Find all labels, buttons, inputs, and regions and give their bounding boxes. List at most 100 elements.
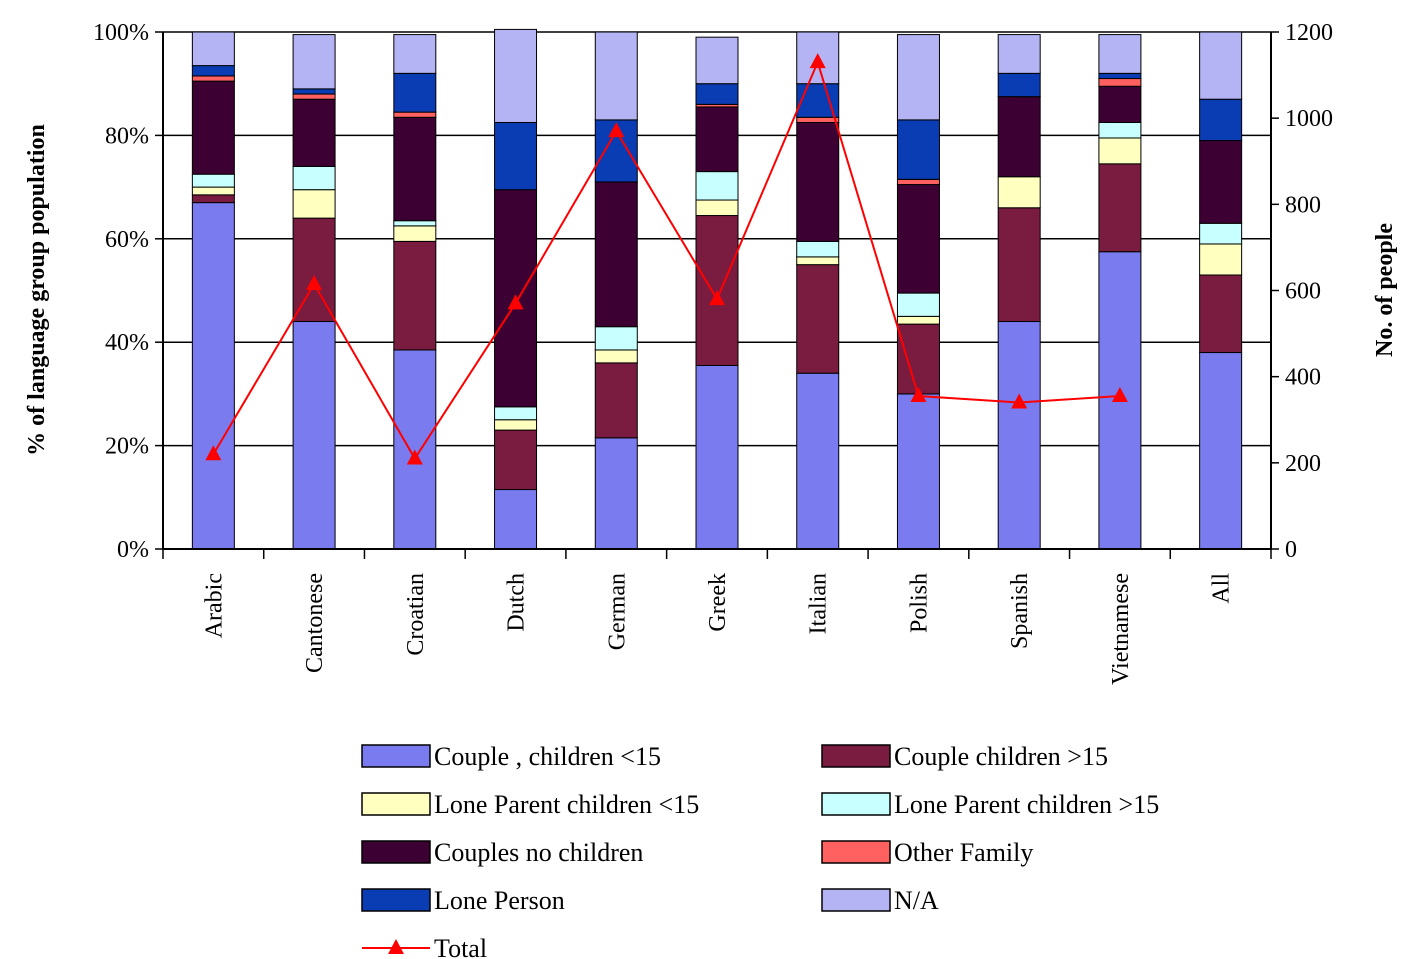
bar-segment xyxy=(796,121,840,242)
legend-label: Couple children >15 xyxy=(894,742,1108,771)
bar-segment xyxy=(896,323,940,395)
total-marker xyxy=(910,387,927,403)
bar-segment xyxy=(695,83,739,105)
bar-segment xyxy=(393,240,437,351)
bar-segment xyxy=(1199,274,1243,354)
bar-segment xyxy=(494,121,538,191)
bar-segment xyxy=(191,194,235,204)
x-tick-label: German xyxy=(604,573,630,650)
bar-segment xyxy=(191,202,235,550)
total-marker xyxy=(205,445,222,461)
x-tick-label: Spanish xyxy=(1007,573,1033,649)
legend-line-marker xyxy=(388,939,404,954)
y2-tick-label: 1200 xyxy=(1285,20,1333,46)
bar-segment xyxy=(997,34,1041,74)
legend-swatch xyxy=(361,744,431,768)
bar-segment xyxy=(393,349,437,550)
bar-segment xyxy=(1199,352,1243,550)
y2-tick-label: 0 xyxy=(1285,537,1297,563)
legend: Couple , children <15 Couple children >15… xyxy=(361,742,1159,959)
bar-segment xyxy=(695,364,739,550)
bar-segment xyxy=(1098,34,1142,74)
total-marker xyxy=(709,290,725,306)
x-tick-label: Croatian xyxy=(403,573,429,656)
bar-segment xyxy=(796,256,840,266)
y-tick-label: 20% xyxy=(105,434,149,460)
y-tick-label: 100% xyxy=(93,20,149,46)
bar-segment xyxy=(494,406,538,421)
bar-segment xyxy=(796,264,840,374)
bar-segment xyxy=(1098,137,1142,165)
y-tick-label: 60% xyxy=(105,227,149,253)
bar-segment xyxy=(796,372,840,550)
bar-segment xyxy=(1098,72,1142,80)
bars xyxy=(191,28,1243,550)
bar-segment xyxy=(292,165,336,191)
bar-segment xyxy=(1098,163,1142,253)
total-line-path xyxy=(212,59,1120,461)
bar-segment xyxy=(292,34,336,90)
bar-segment xyxy=(1199,222,1243,245)
y2-tick-label: 1000 xyxy=(1285,106,1333,132)
y-tick-label: 0% xyxy=(117,537,149,563)
legend-label: Lone Person xyxy=(434,886,565,915)
x-tick-label: Polish xyxy=(906,573,932,633)
bar-segment xyxy=(1199,31,1243,100)
legend-label: Lone Parent children <15 xyxy=(434,790,699,819)
bar-segment xyxy=(896,34,940,121)
total-marker xyxy=(1011,393,1028,409)
y-tick-label: 40% xyxy=(105,330,149,356)
bar-segment xyxy=(695,171,739,201)
x-tick-label: Italian xyxy=(806,573,832,634)
legend-label: Couples no children xyxy=(434,838,643,867)
bar-segment xyxy=(191,173,235,188)
legend-label: Total xyxy=(434,934,487,959)
x-tick-label: Greek xyxy=(705,573,731,632)
legend-swatch xyxy=(821,888,891,912)
bar-segment xyxy=(796,240,840,258)
legend-swatch xyxy=(361,840,431,864)
total-marker xyxy=(306,275,323,291)
legend-label: Couple , children <15 xyxy=(434,742,661,771)
legend-swatch xyxy=(361,792,431,816)
total-marker xyxy=(809,53,826,69)
bar-segment xyxy=(594,31,638,121)
y-axis-title: % of language group population xyxy=(24,124,50,456)
bar-segment xyxy=(896,184,940,294)
legend-swatch xyxy=(821,792,891,816)
total-marker xyxy=(507,294,524,310)
bar-segment xyxy=(997,321,1041,550)
bar-segment xyxy=(191,31,235,67)
bar-segment xyxy=(191,75,235,82)
y2-axis-title: No. of people xyxy=(1372,223,1398,357)
total-marker xyxy=(1111,387,1128,403)
y2-tick-label: 600 xyxy=(1285,279,1321,305)
legend-swatch xyxy=(361,888,431,912)
bar-segment xyxy=(896,393,940,550)
axes: 0% 20% 40% 60% 80% 100% 0 200 400 600 800 1000 1200 A… xyxy=(93,20,1333,685)
bar-segment xyxy=(896,315,940,325)
bar-segment xyxy=(191,186,235,196)
total-marker xyxy=(406,449,423,465)
bar-segment xyxy=(594,181,638,328)
x-tick-label: All xyxy=(1209,573,1235,604)
bar-segment xyxy=(393,72,437,113)
bar-segment xyxy=(292,93,336,100)
legend-label: Other Family xyxy=(894,838,1033,867)
x-tick-label: Arabic xyxy=(201,573,227,638)
bar-segment xyxy=(796,116,840,123)
bar-segment xyxy=(1098,78,1142,87)
bar-segment xyxy=(292,88,336,95)
bar-segment xyxy=(393,225,437,242)
bar-segment xyxy=(191,80,235,175)
bar-segment xyxy=(494,429,538,491)
legend-label: N/A xyxy=(894,886,939,915)
total-line xyxy=(205,53,1128,465)
x-tick-label: Vietnamese xyxy=(1108,573,1134,685)
bar-segment xyxy=(292,321,336,550)
bar-segment xyxy=(896,178,940,186)
y-tick-label: 80% xyxy=(105,123,149,149)
y2-tick-label: 400 xyxy=(1285,365,1321,391)
